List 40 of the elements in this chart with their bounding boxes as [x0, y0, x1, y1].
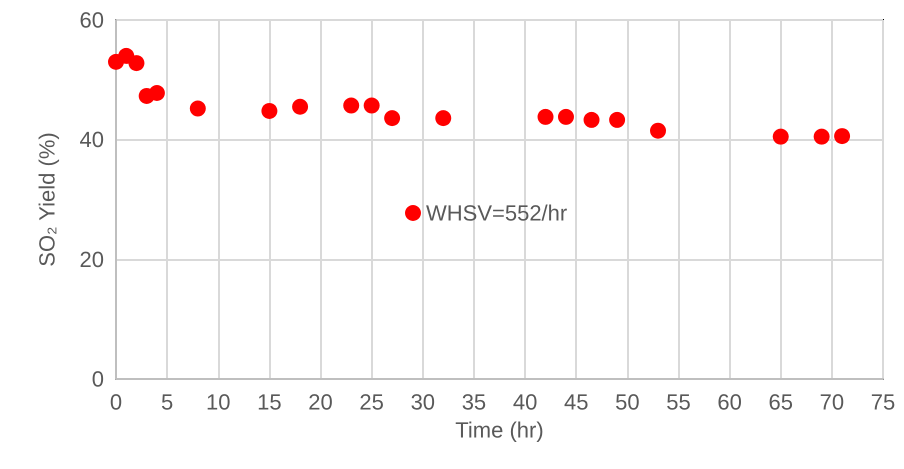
- point: [148, 85, 165, 101]
- y-axis-title: SO₂ Yield (%): [34, 132, 60, 267]
- point: [814, 128, 830, 145]
- point: [609, 112, 626, 128]
- x-tick-label: 75: [870, 390, 896, 414]
- legend-label: WHSV=552/hr: [426, 200, 568, 226]
- point: [343, 98, 360, 114]
- point: [772, 128, 789, 145]
- x-tick-label: 10: [206, 390, 231, 414]
- x-tick-label: 55: [666, 390, 691, 414]
- x-tick-label: 65: [768, 390, 793, 414]
- x-tick-label: 45: [564, 390, 588, 414]
- x-tick-label: 50: [615, 390, 640, 414]
- x-tick-label: 25: [359, 390, 384, 414]
- y-tick-label: 40: [80, 127, 104, 152]
- x-tick-label: 0: [110, 390, 122, 414]
- x-tick-label: 70: [820, 390, 844, 414]
- y-tick-label: 20: [80, 246, 104, 272]
- point: [261, 102, 278, 119]
- point: [538, 108, 554, 125]
- point: [584, 112, 600, 128]
- point: [558, 108, 574, 125]
- y-tick-label: 0: [92, 366, 104, 392]
- y-tick-label: 60: [80, 8, 104, 32]
- x-tick-label: 30: [410, 390, 436, 414]
- x-tick-label: 15: [257, 390, 282, 414]
- point: [364, 98, 380, 114]
- point: [190, 100, 206, 117]
- x-tick-label: 5: [161, 390, 174, 414]
- x-tick-label: 35: [462, 390, 486, 414]
- x-tick-label: 20: [308, 390, 333, 414]
- x-tick-label: 60: [717, 390, 742, 414]
- point: [128, 55, 144, 72]
- point: [650, 122, 666, 139]
- point: [435, 110, 452, 126]
- point: [834, 128, 850, 144]
- point: [292, 98, 308, 115]
- x-tick-label: 40: [512, 390, 538, 414]
- point: [384, 110, 400, 126]
- x-axis-title: Time (hr): [455, 418, 544, 442]
